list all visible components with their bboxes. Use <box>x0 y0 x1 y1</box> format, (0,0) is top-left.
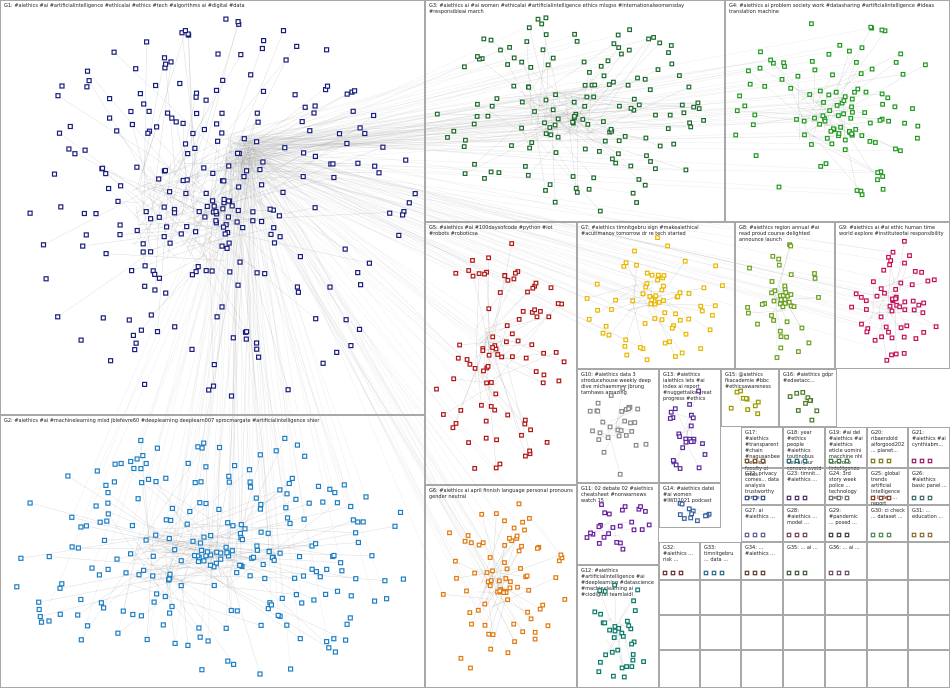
group-panel-tail <box>908 615 950 650</box>
group-panel-g9: G9: #aiethics ai #ai ethic human time wo… <box>835 222 950 369</box>
group-panel-g16: G16: #aiethics gdpr #edxetacc... <box>779 369 837 427</box>
group-panel-g36: G36: ... ai ... <box>825 542 867 580</box>
group-panel-tail <box>741 615 783 650</box>
group-label: G2: #aiethics #ai #machinelearning mlsd … <box>4 418 320 424</box>
group-label: G8: #aiethics region annual #ai read pro… <box>739 225 821 243</box>
group-panel-g33: G33: timnitgebru ... data ... <box>700 542 741 580</box>
group-label: G4: #aiethics ai problem society work #d… <box>729 3 936 15</box>
group-label: G30: ci check ... dataset ... <box>871 508 905 520</box>
group-label: G26: #aiethics basic panel ... <box>912 471 947 489</box>
group-panel-g25: G25: global trends artificial intelligen… <box>867 468 908 507</box>
group-panel-g10: G10: #aiethics data 3 stroducehouse week… <box>577 369 659 483</box>
group-label: G35: ... ai ... <box>787 545 818 551</box>
group-panel-tail <box>867 542 908 580</box>
group-panel-tail <box>783 615 825 650</box>
group-panel-tail <box>741 650 783 688</box>
group-label: G34: ... #aiethics ... <box>745 545 775 557</box>
group-panel-g4: G4: #aiethics ai problem society work #d… <box>725 0 950 222</box>
group-label: G22: privacy comes... data analysis trus… <box>745 471 779 501</box>
group-panel-g18: G18: year #ethics people #aiethics touti… <box>783 427 825 472</box>
group-label: G21: #aiethics #ai cynthiabm... <box>912 430 946 448</box>
group-panel-g5: G5: #aiethics #ai #100daysofcode #python… <box>425 222 577 485</box>
group-panel-g1: G1: #aiethics #ai #artificialintelligenc… <box>0 0 425 415</box>
group-label: G29: #pandemic ... posed ... <box>829 508 860 526</box>
group-panel-tail <box>908 542 950 580</box>
group-panel-g20: G20: ribaendold aiforgood2021 ... planet… <box>867 427 908 468</box>
group-label: G23: timnit... #aiethics ... <box>787 471 822 483</box>
group-panel-tail <box>825 650 867 688</box>
group-panel-tail <box>700 650 741 688</box>
group-panel-g19: G19: #ai del #aiethics #ai #aiethics eti… <box>825 427 867 472</box>
group-panel-tail <box>700 615 741 650</box>
group-label: G31: ... education ... <box>912 508 944 520</box>
group-panel-g34: G34: ... #aiethics ... <box>741 542 783 580</box>
group-label: G10: #aiethics data 3 stroducehouse week… <box>581 372 653 396</box>
group-panel-g26: G26: #aiethics basic panel ... <box>908 468 950 505</box>
group-label: G32: #aiethics ... risk ... <box>663 545 695 563</box>
group-label: G25: global trends artificial intelligen… <box>871 471 902 507</box>
group-label: G19: #ai del #aiethics #ai #aiethics eti… <box>829 430 863 472</box>
group-label: G28: #aiethics ... model ... <box>787 508 819 526</box>
group-panel-g3: G3: #aiethics ai #ai women #ethicalai #a… <box>425 0 725 222</box>
group-label: G16: #aiethics gdpr #edxetacc... <box>783 372 834 384</box>
group-panel-g12: G12: #aiethics #artificialintelligence #… <box>577 565 659 688</box>
group-label: G6: #aiethics ai april finnish language … <box>429 488 573 500</box>
group-panel-tail <box>659 615 700 650</box>
group-label: G36: ... ai ... <box>829 545 860 551</box>
group-panel-g28: G28: #aiethics ... model ... <box>783 505 825 542</box>
group-label: G7: #aiethics timnitgebru sign #makeaiet… <box>581 225 701 237</box>
group-panel-g7: G7: #aiethics timnitgebru sign #makeaiet… <box>577 222 735 369</box>
group-panel-g29: G29: #pandemic ... posed ... <box>825 505 867 542</box>
group-panel-g11: G11: 02 debate 02 #aiethics cheatsheet #… <box>577 483 659 565</box>
group-panel-tail <box>700 580 741 615</box>
group-label: G5: #aiethics #ai #100daysofcode #python… <box>429 225 555 237</box>
group-label: G24: 3rd story week police ... technolog… <box>829 471 859 501</box>
group-panel-tail <box>825 615 867 650</box>
group-panel-g15: G15: @aiethics fkacademie #bbc #ethicsaw… <box>721 369 779 427</box>
group-panel-tail <box>783 580 825 615</box>
group-panel-g32: G32: #aiethics ... risk ... <box>659 542 700 580</box>
group-label: G14: #aiethics datei #ai women #IWD2021 … <box>663 486 716 504</box>
group-label: G15: @aiethics fkacademie #bbc #ethicsaw… <box>725 372 771 390</box>
group-panel-g24: G24: 3rd story week police ... technolog… <box>825 468 867 505</box>
group-panel-tail <box>659 580 700 615</box>
group-label: G9: #aiethics ai #ai ethic human time wo… <box>839 225 944 237</box>
group-panel-tail <box>867 650 908 688</box>
group-panel-g17: G17: #aiethics #transparent #chain #nagu… <box>741 427 783 478</box>
group-panel-g22: G22: privacy comes... data analysis trus… <box>741 468 783 505</box>
group-panel-tail <box>867 615 908 650</box>
group-panel-tail <box>908 580 950 615</box>
group-panel-tail <box>825 580 867 615</box>
group-panel-g23: G23: timnit... #aiethics ... <box>783 468 825 505</box>
group-panel-g21: G21: #aiethics #ai cynthiabm... <box>908 427 950 468</box>
group-panel-g27: G27: ai #aiethics ... <box>741 505 783 542</box>
group-panel-g30: G30: ci check ... dataset ... <box>867 505 908 542</box>
group-panel-g14: G14: #aiethics datei #ai women #IWD2021 … <box>659 483 721 528</box>
group-label: G27: ai #aiethics ... <box>745 508 775 520</box>
group-panel-g2: G2: #aiethics #ai #machinelearning mlsd … <box>0 415 425 688</box>
group-panel-g13: G13: #aiethics iaiethics lets #ai index … <box>659 369 721 483</box>
group-panel-tail <box>908 650 950 688</box>
group-label: G12: #aiethics #artificialintelligence #… <box>581 568 656 598</box>
group-label: G13: #aiethics iaiethics lets #ai index … <box>663 372 714 402</box>
group-label: G20: ribaendold aiforgood2021 ... planet… <box>871 430 905 454</box>
group-label: G33: timnitgebru ... data ... <box>704 545 735 563</box>
group-label: G18: year #ethics people #aiethics touti… <box>787 430 822 472</box>
group-label: G1: #aiethics #ai #artificialintelligenc… <box>4 3 245 9</box>
group-panel-g31: G31: ... education ... <box>908 505 950 542</box>
group-label: G11: 02 debate 02 #aiethics cheatsheet #… <box>581 486 655 504</box>
group-label: G3: #aiethics ai #ai women #ethicalai #a… <box>429 3 686 15</box>
group-panel-g6: G6: #aiethics ai april finnish language … <box>425 485 577 688</box>
group-panel-tail <box>867 580 908 615</box>
group-panel-tail <box>659 650 700 688</box>
group-panel-tail <box>783 650 825 688</box>
group-panel-g35: G35: ... ai ... <box>783 542 825 580</box>
group-panel-g8: G8: #aiethics region annual #ai read pro… <box>735 222 835 369</box>
group-panel-tail <box>741 580 783 615</box>
